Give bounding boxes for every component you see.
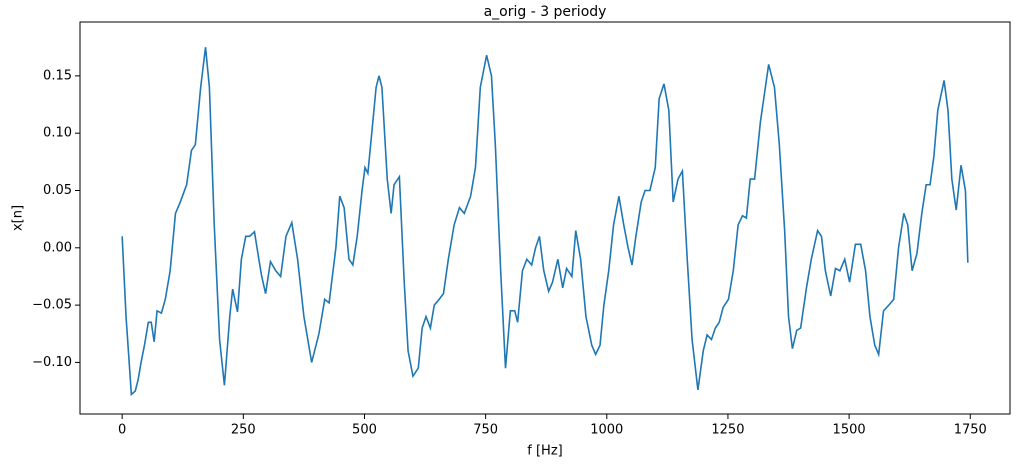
x-axis-label: f [Hz]: [527, 444, 562, 459]
y-tick-label: 0.00: [43, 240, 72, 255]
x-tick-label: 750: [473, 423, 498, 438]
y-tick-label: −0.05: [32, 298, 72, 313]
y-axis-label: x[n]: [11, 205, 26, 231]
x-tick-label: 1250: [711, 423, 744, 438]
chart-title: a_orig - 3 periody: [484, 4, 607, 20]
axes-frame: [79, 21, 1011, 415]
y-tick-label: 0.10: [43, 126, 72, 141]
x-tick-label: 250: [231, 423, 256, 438]
x-tick-label: 1500: [833, 423, 866, 438]
x-tick-label: 0: [118, 423, 126, 438]
x-tick-label: 1000: [590, 423, 623, 438]
y-tick-label: −0.10: [32, 355, 72, 370]
x-tick-label: 500: [352, 423, 377, 438]
y-tick-label: 0.15: [43, 68, 72, 83]
y-tick-label: 0.05: [43, 183, 72, 198]
x-tick-label: 1750: [954, 423, 987, 438]
data-line: [121, 47, 969, 397]
